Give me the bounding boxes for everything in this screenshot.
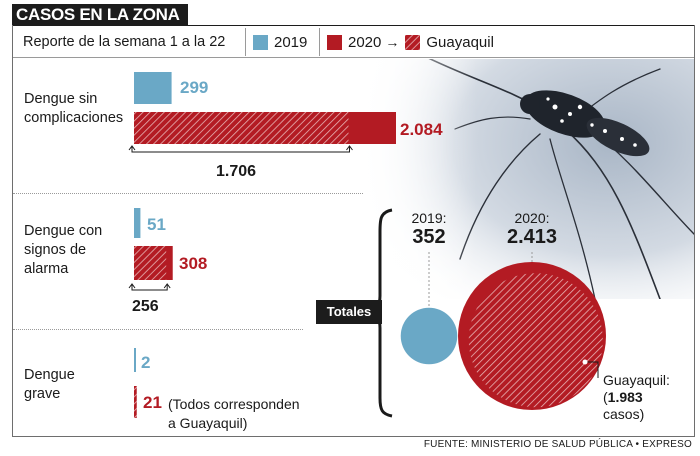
bracket-arrow-right [346, 145, 353, 151]
category-label-signos-alarma: Dengue con signos de alarma [24, 222, 102, 279]
bubble-guayaquil [468, 273, 603, 408]
guayaquil-total-unit-line: casos) [603, 406, 645, 422]
value-label-guayaquil-sin: 1.706 [216, 163, 257, 180]
total-2019-label: 2019: [411, 210, 447, 226]
legend-divider [245, 28, 246, 56]
bar-guayaquil [134, 246, 167, 280]
bubble-2019 [400, 307, 458, 365]
guayaquil-total-value: 1.983 [607, 389, 643, 405]
total-2020-value: 2.413 [506, 226, 558, 248]
mosquito-photo [360, 59, 694, 299]
note-line: a Guayaquil) [168, 415, 248, 431]
category-label-grave: Dengue grave [24, 366, 75, 404]
note-line: (Todos corresponden [168, 396, 300, 412]
bar-guayaquil [134, 112, 349, 144]
bracket-arrow-left [128, 145, 136, 151]
totals-label: Totales [316, 300, 382, 324]
bottom-border [12, 436, 695, 437]
guayaquil-total-value-line: (1.983 [603, 389, 643, 405]
legend-swatch-2020 [327, 34, 342, 50]
legend-label-2020: 2020 [348, 33, 382, 51]
arrow-icon: → [385, 34, 400, 50]
left-border [12, 25, 13, 437]
leader-guayaquil-dot [582, 359, 588, 365]
total-2020-label: 2020: [514, 210, 550, 226]
top-border [12, 25, 695, 26]
legend-label-2019: 2019 [274, 33, 308, 51]
bar-2019 [134, 72, 172, 104]
category-label-line: Dengue con [24, 223, 103, 239]
legend-divider [319, 28, 320, 56]
category-label-line: Dengue sin [24, 91, 98, 107]
guayaquil-bracket [131, 147, 350, 153]
legend-bar: Reporte de la semana 1 a la 22 2019 2020… [13, 26, 694, 58]
row-divider [13, 193, 363, 194]
value-label-2020-sin: 2.084 [400, 120, 443, 139]
value-label-2019-grave: 2 [141, 353, 151, 372]
source-note: FUENTE: MINISTERIO DE SALUD PÚBLICA • EX… [423, 439, 692, 450]
chart-subtitle: Reporte de la semana 1 a la 22 [23, 34, 226, 50]
legend-swatch-2019 [253, 34, 268, 50]
category-label-line: grave [24, 386, 61, 402]
grave-note: (Todos corresponden a Guayaquil) [168, 395, 300, 433]
category-label-line: complicaciones [24, 110, 124, 126]
category-label-line: Dengue [24, 367, 75, 383]
legend-swatch-guayaquil [405, 34, 421, 50]
guayaquil-total-label: Guayaquil: (1.983 casos) [603, 372, 670, 423]
bracket-arrow-left [128, 283, 136, 289]
leader-guayaquil [586, 361, 599, 378]
guayaquil-total-unit: casos [603, 406, 640, 422]
bar-2019 [134, 208, 141, 238]
legend-item-2019: 2019 [253, 32, 307, 52]
value-label-guayaquil-alarma: 256 [132, 298, 159, 315]
value-label-2019-alarma: 51 [147, 215, 166, 234]
category-label-line: signos de [24, 242, 87, 258]
legend-item-2020: 2020 → Guayaquil [327, 32, 494, 52]
total-2019-value: 352 [412, 226, 446, 248]
category-label-line: alarma [24, 261, 69, 277]
right-border [694, 25, 695, 437]
bar-guayaquil [134, 386, 137, 418]
guayaquil-bracket [131, 285, 168, 291]
value-label-2019-sin: 299 [180, 78, 209, 97]
category-label-sin-complicaciones: Dengue sin complicaciones [24, 90, 123, 128]
bar-2019 [134, 348, 136, 372]
value-label-2020-alarma: 308 [179, 254, 208, 273]
bracket-arrow-right [163, 283, 171, 289]
page-title: CASOS EN LA ZONA 8 [12, 4, 188, 46]
value-label-2020-grave: 21 [143, 393, 162, 412]
row-divider [13, 329, 303, 330]
legend-label-guayaquil: Guayaquil [426, 33, 494, 51]
guayaquil-total-name: Guayaquil: [603, 372, 670, 388]
